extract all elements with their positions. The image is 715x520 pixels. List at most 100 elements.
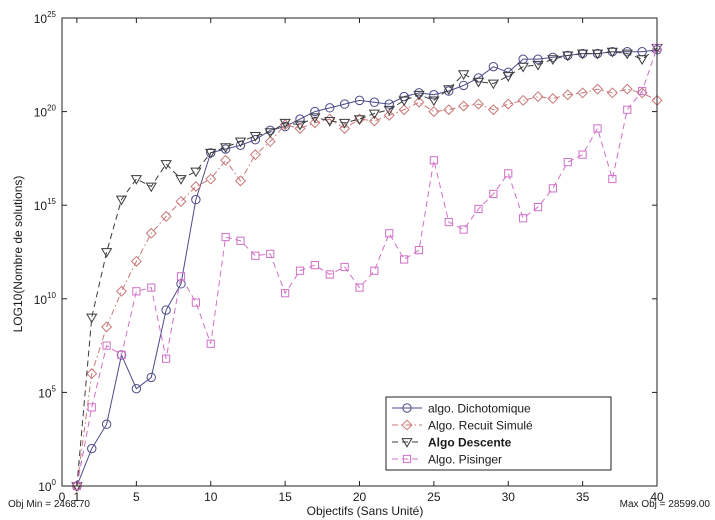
series-3-point-triangle-marker bbox=[100, 248, 113, 258]
series-4-point-square-marker bbox=[340, 262, 349, 272]
series-2-point-diamond-marker bbox=[309, 117, 321, 129]
series-2-point-diamond-marker bbox=[115, 285, 128, 297]
series-3-point-triangle-marker bbox=[517, 62, 529, 73]
series-2-point-diamond-marker bbox=[368, 115, 380, 127]
series-2-point-diamond-marker bbox=[532, 91, 544, 103]
series-4-point-square-marker bbox=[548, 184, 557, 193]
series-3-point-triangle-marker bbox=[457, 70, 470, 80]
series-3-point-triangle-marker bbox=[502, 72, 514, 82]
series-3-point-triangle-marker bbox=[338, 118, 351, 129]
series-4-point-square-marker bbox=[474, 204, 483, 214]
series-4-point-square-marker bbox=[414, 246, 424, 255]
series-3-line bbox=[76, 47, 658, 487]
series-2-point-diamond-marker bbox=[562, 89, 574, 101]
legend: algo. Dichotomique Algo. Recuit Simulé Alg… bbox=[385, 396, 612, 471]
series-2-point-diamond-marker bbox=[383, 109, 395, 121]
series-1-point-circle-marker bbox=[429, 90, 439, 100]
series-3-point-triangle-marker bbox=[532, 60, 544, 71]
series-3-point-triangle-marker bbox=[264, 128, 276, 138]
series-3-point-triangle-marker bbox=[562, 51, 574, 62]
x-axis-label: Objectifs (Sans Unité) bbox=[307, 504, 424, 518]
y-tick-label: 1025 bbox=[34, 10, 57, 26]
series-1-point-circle-marker bbox=[131, 383, 142, 394]
series-4-point-square-marker bbox=[221, 232, 230, 242]
series-4-point-square-marker bbox=[147, 283, 156, 292]
series-2-point-diamond-marker bbox=[621, 83, 633, 95]
legend-swatch-square-marker bbox=[402, 454, 412, 464]
series-4-point-square-marker bbox=[176, 272, 186, 281]
series-2-point-diamond-marker bbox=[101, 321, 113, 333]
series-2-point-diamond-marker bbox=[205, 173, 217, 185]
series-4-point-square-marker bbox=[519, 214, 528, 223]
series-1-point-circle-marker bbox=[250, 134, 261, 145]
series-3-point-triangle-marker bbox=[487, 79, 500, 90]
series-4-point-square-marker bbox=[489, 189, 498, 199]
series-3-point-triangle-marker bbox=[190, 167, 202, 178]
series-4-point-square-marker bbox=[429, 156, 438, 165]
series-4-point-square-marker bbox=[102, 341, 111, 350]
series-3-point-triangle-marker bbox=[368, 109, 381, 120]
series-4-point-square-marker bbox=[593, 124, 602, 133]
series-3-point-triangle-marker bbox=[398, 96, 410, 107]
legend-entry-label: Algo Descente bbox=[428, 436, 512, 450]
series-3-point-triangle-marker bbox=[249, 132, 262, 142]
series-3-point-triangle-marker bbox=[86, 313, 98, 324]
y-axis-label: LOG10(Nombre de solutions) bbox=[11, 176, 25, 333]
series-2-line bbox=[76, 88, 658, 487]
series-4-point-square-marker bbox=[608, 174, 617, 184]
series-1-point-circle-marker bbox=[354, 95, 365, 106]
series-3-point-triangle-marker bbox=[383, 105, 395, 116]
series-2-point-diamond-marker bbox=[591, 83, 604, 95]
series-2-point-diamond-marker bbox=[294, 122, 306, 134]
series-4-point-square-marker bbox=[355, 283, 364, 292]
series-3-point-triangle-marker bbox=[175, 175, 187, 185]
y-tick-label: 1015 bbox=[34, 197, 57, 213]
series-1-point-circle-marker bbox=[458, 80, 469, 91]
series-4-point-square-marker bbox=[400, 255, 409, 264]
series-3-point-triangle-marker bbox=[115, 195, 128, 206]
series-1-point-circle-marker bbox=[637, 46, 647, 57]
y-tick-label: 100 bbox=[38, 478, 56, 494]
legend-entry-label: Algo. Recuit Simulé bbox=[428, 419, 533, 433]
series-1-point-circle-marker bbox=[101, 419, 112, 429]
legend-entry-label: algo. Dichotomique bbox=[428, 402, 531, 416]
x-tick-label: 10 bbox=[204, 490, 218, 504]
x-tick-label: 15 bbox=[278, 490, 292, 504]
series-2-point-diamond-marker bbox=[577, 87, 589, 99]
series-4-point-square-marker bbox=[638, 86, 647, 96]
x-tick-label: 40 bbox=[650, 490, 664, 504]
series-3-point-triangle-marker bbox=[130, 175, 143, 185]
series-2-point-diamond-marker bbox=[428, 106, 440, 118]
series-4-point-square-marker bbox=[236, 236, 245, 245]
y-tick-label: 1020 bbox=[34, 104, 57, 120]
min-objective-annotation: Obj Min = 2468.70 bbox=[8, 499, 90, 510]
series-1-point-circle-marker bbox=[310, 106, 320, 117]
series-4-point-square-marker bbox=[563, 158, 572, 167]
series-4-point-square-marker bbox=[132, 287, 141, 296]
legend-box bbox=[385, 396, 612, 471]
y-tick-label: 1010 bbox=[34, 291, 57, 307]
series-4-point-square-marker bbox=[87, 403, 96, 412]
series-2-point-diamond-marker bbox=[413, 96, 425, 108]
series-3-point-triangle-marker bbox=[428, 96, 440, 107]
series-2-point-diamond-marker bbox=[160, 210, 172, 222]
series-1-point-circle-marker bbox=[369, 97, 380, 107]
x-tick-label: 0 bbox=[59, 490, 66, 504]
series-3-point-triangle-marker bbox=[443, 85, 455, 95]
series-1-point-circle-marker bbox=[488, 61, 499, 72]
series-3-point-triangle-marker bbox=[234, 137, 247, 148]
series-3-point-triangle-marker bbox=[205, 148, 217, 159]
series-4-point-square-marker bbox=[578, 150, 587, 159]
series-3-point-triangle-marker bbox=[472, 77, 485, 88]
series-2-point-diamond-marker bbox=[145, 227, 157, 239]
series-2 bbox=[71, 83, 663, 492]
series-4-point-square-marker bbox=[266, 249, 275, 258]
series-4-point-square-marker bbox=[370, 266, 379, 275]
series-1-point-circle-marker bbox=[146, 372, 156, 383]
series-4-point-square-marker bbox=[117, 350, 126, 360]
series-3-point-triangle-marker bbox=[309, 113, 321, 124]
series-1-point-circle-marker bbox=[116, 350, 127, 360]
x-tick-label: 5 bbox=[133, 490, 140, 504]
series-1-point-circle-marker bbox=[161, 305, 171, 315]
